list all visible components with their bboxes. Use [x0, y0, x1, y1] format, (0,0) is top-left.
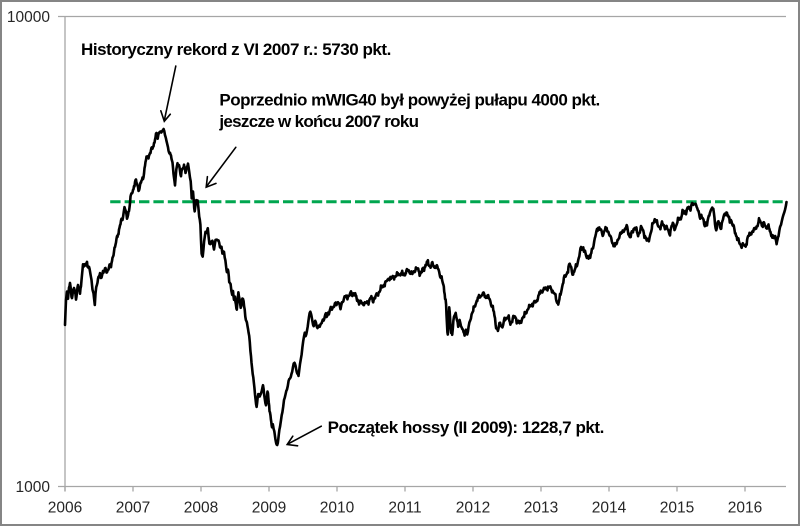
svg-text:2010: 2010	[320, 499, 355, 516]
svg-text:2006: 2006	[48, 499, 82, 516]
svg-text:Historyczny rekord z VI 2007 r: Historyczny rekord z VI 2007 r.: 5730 pk…	[81, 40, 391, 59]
svg-text:2009: 2009	[252, 499, 286, 516]
svg-text:2007: 2007	[116, 499, 150, 516]
svg-text:2016: 2016	[728, 499, 762, 516]
svg-text:2013: 2013	[524, 499, 558, 516]
svg-text:1000: 1000	[16, 479, 51, 496]
svg-text:2015: 2015	[660, 499, 694, 516]
svg-text:Początek hossy (II 2009): 1228: Początek hossy (II 2009): 1228,7 pkt.	[328, 418, 604, 437]
svg-text:jeszcze w końcu 2007 roku: jeszcze w końcu 2007 roku	[218, 112, 418, 131]
svg-text:2012: 2012	[456, 499, 490, 516]
svg-text:2014: 2014	[592, 499, 627, 516]
svg-text:Poprzednio mWIG40 był powyżej: Poprzednio mWIG40 był powyżej pułapu 400…	[219, 91, 599, 110]
svg-text:10000: 10000	[7, 9, 50, 26]
svg-text:2008: 2008	[184, 499, 218, 516]
svg-text:2011: 2011	[388, 499, 421, 516]
